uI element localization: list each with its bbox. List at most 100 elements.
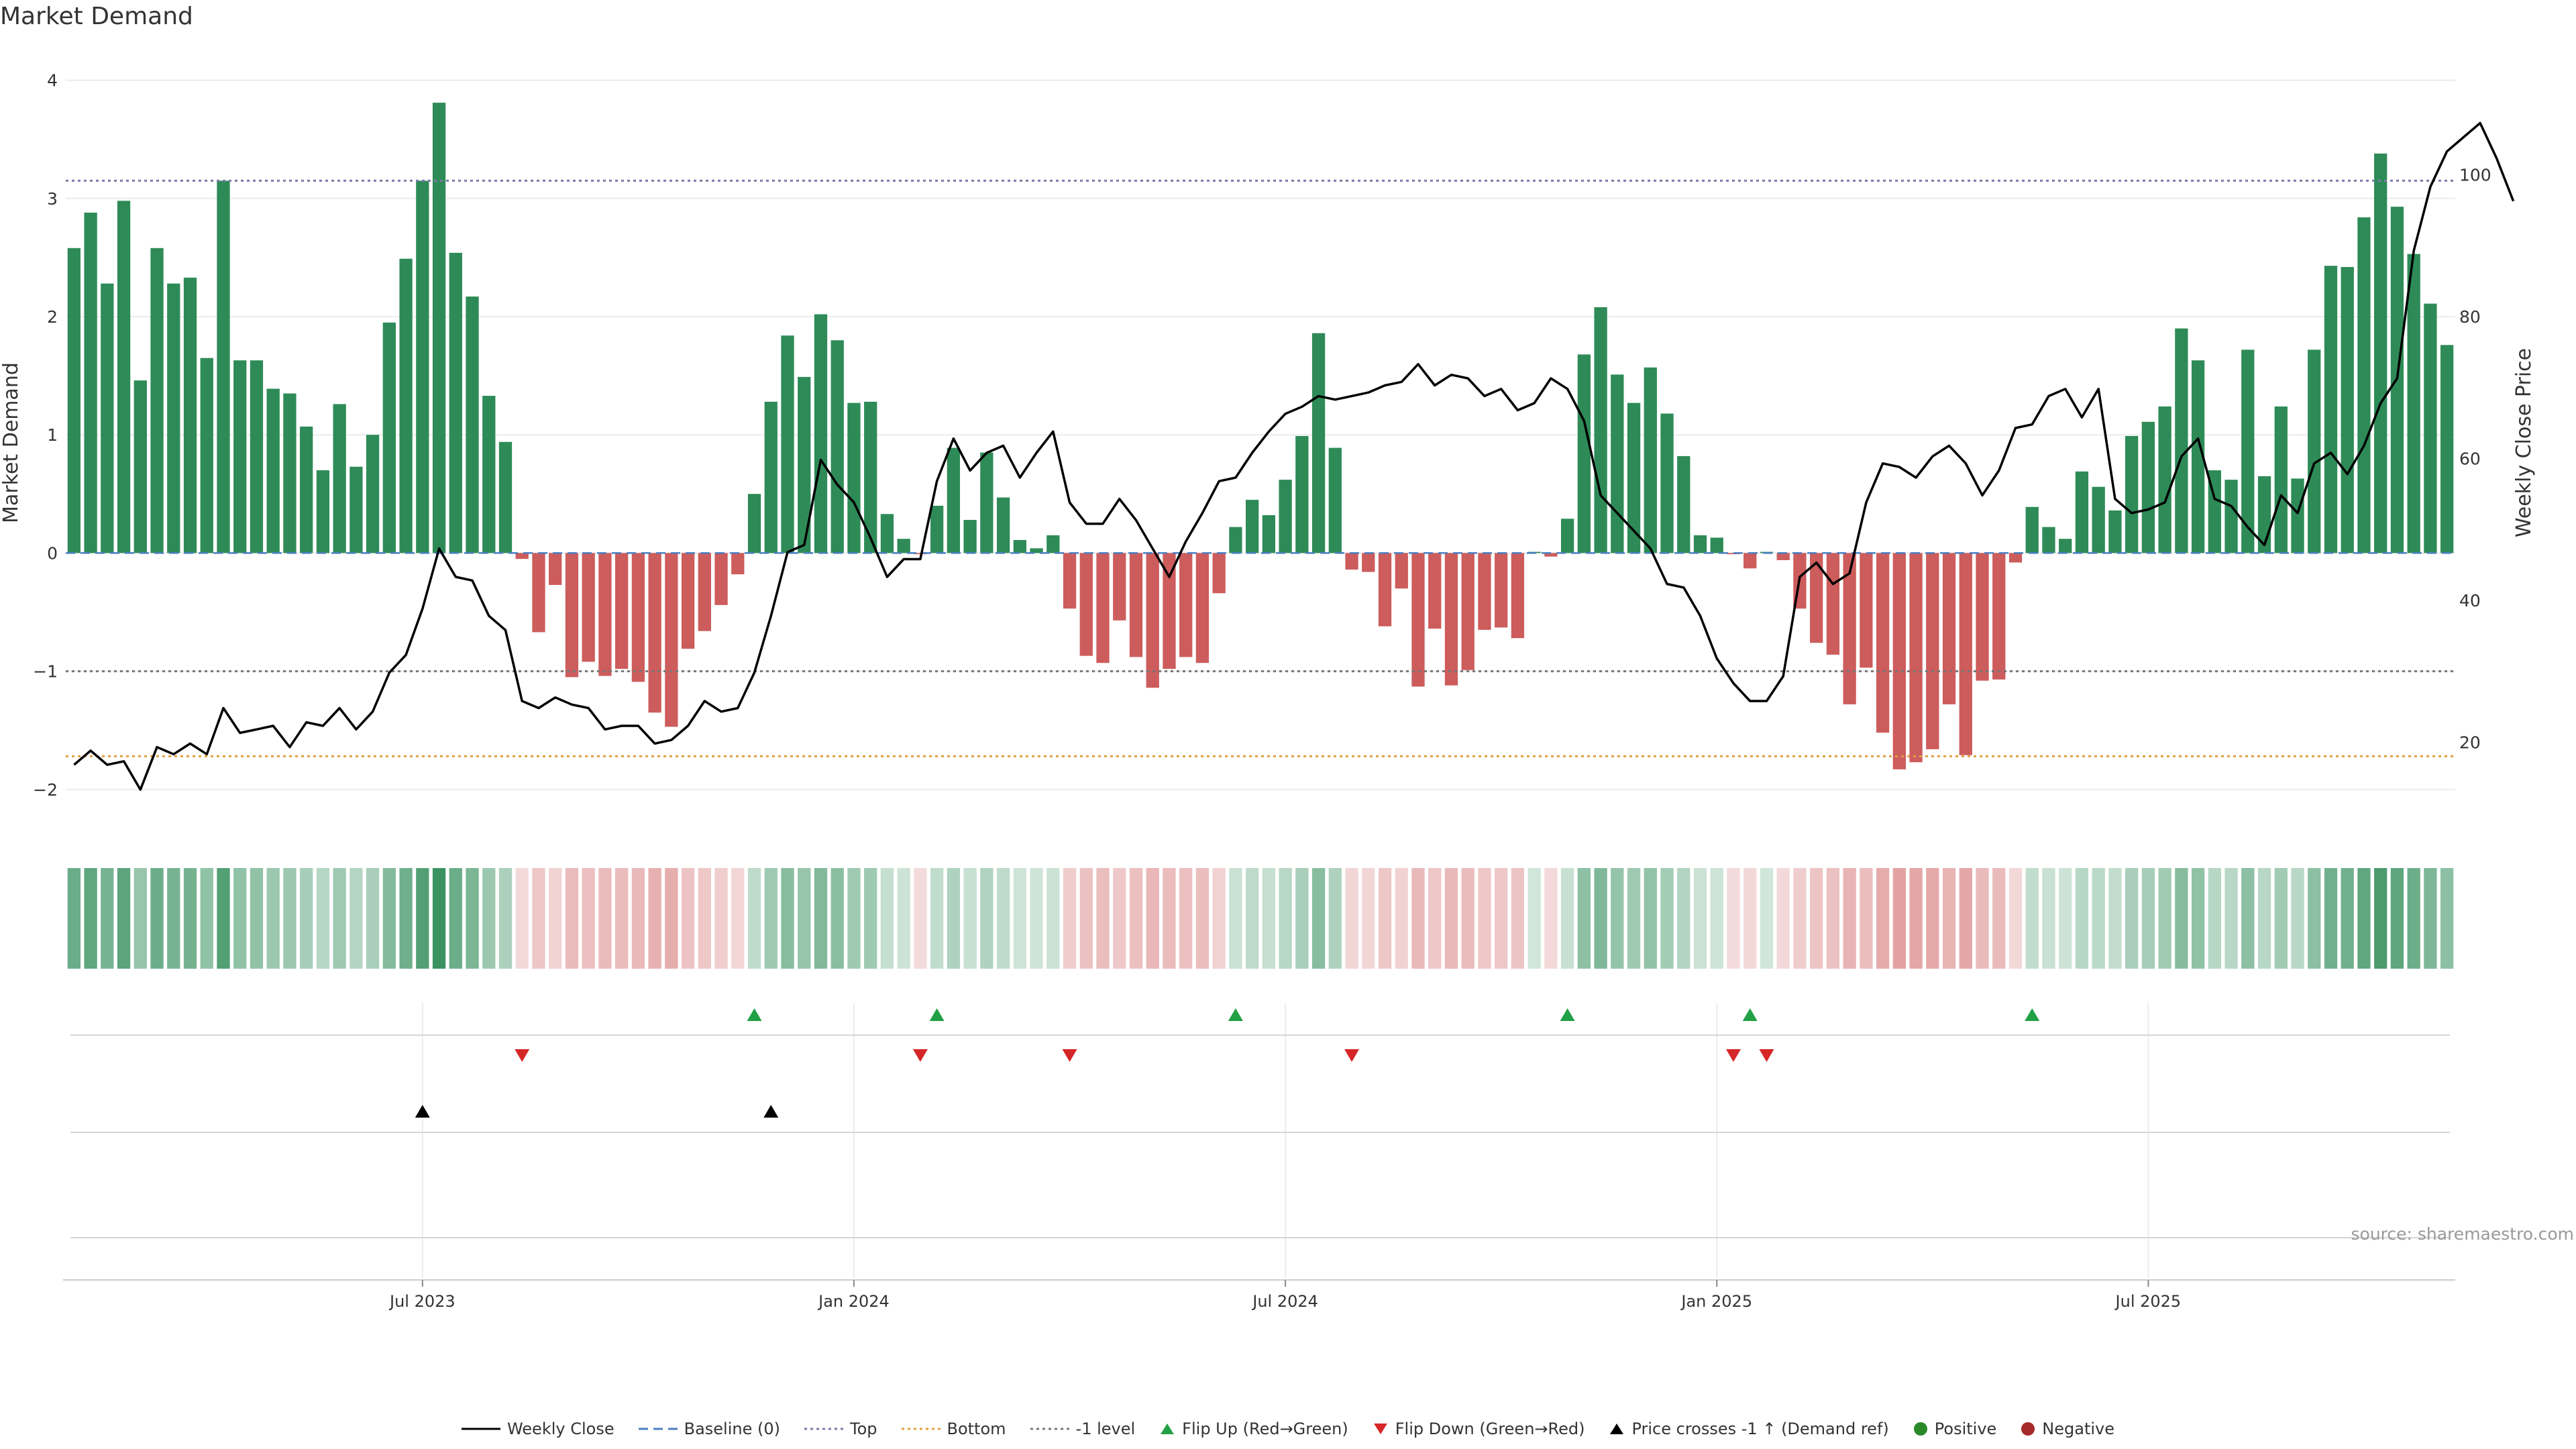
heat-strip-cell	[1195, 868, 1210, 969]
demand-bar	[366, 435, 380, 553]
demand-bar	[2125, 435, 2139, 553]
heat-strip-cell	[814, 868, 828, 969]
demand-bar	[532, 553, 545, 633]
demand-bar	[1876, 553, 1890, 733]
demand-bar	[980, 452, 994, 553]
heat-strip-cell	[133, 868, 147, 969]
flip-down-marker	[1759, 1049, 1774, 1062]
heat-strip-cell	[2440, 868, 2454, 969]
demand-bar	[300, 426, 313, 553]
y-tick-label: −2	[33, 780, 58, 800]
heat-strip-cell	[2175, 868, 2188, 969]
flip-up-marker	[1560, 1008, 1575, 1021]
demand-bar	[2092, 486, 2105, 553]
legend-item-minus1: -1 level	[1030, 1419, 1136, 1438]
heat-strip-cell	[2092, 868, 2105, 969]
demand-bar	[515, 553, 529, 559]
heat-strip-cell	[250, 868, 264, 969]
heat-strip-cell	[2108, 868, 2122, 969]
heat-strip-cell	[515, 868, 529, 969]
demand-bar	[1478, 553, 1491, 630]
demand-bar	[1511, 553, 1525, 639]
heat-strip-cell	[1046, 868, 1060, 969]
demand-bar	[382, 322, 396, 553]
demand-bar	[1826, 553, 1840, 655]
heat-strip-cell	[764, 868, 777, 969]
heat-strip-cell	[432, 868, 446, 969]
heat-strip-cell	[1577, 868, 1591, 969]
flip-down-marker	[1062, 1049, 1077, 1062]
heat-strip-cell	[930, 868, 944, 969]
heat-strip-cell	[1560, 868, 1574, 969]
legend-item-top: Top	[804, 1419, 877, 1438]
demand-bar	[1163, 553, 1176, 669]
demand-bar	[217, 180, 230, 553]
demand-bar	[1311, 333, 1326, 553]
flip-down-marker	[1725, 1049, 1741, 1062]
demand-bar	[183, 277, 197, 553]
heat-strip-cell	[1229, 868, 1242, 969]
demand-bar	[631, 553, 645, 682]
heat-strip-cell	[2357, 868, 2371, 969]
heat-strip-cell	[1411, 868, 1425, 969]
flip-up-marker	[2025, 1008, 2040, 1021]
legend-item-weekly-close: Weekly Close	[461, 1419, 614, 1438]
demand-bar	[1444, 553, 1458, 686]
demand-bar	[2341, 267, 2354, 553]
demand-bar	[798, 376, 811, 553]
heat-strip-cell	[2025, 868, 2039, 969]
heat-strip-cell	[1495, 868, 1508, 969]
demand-bar	[1577, 354, 1591, 553]
flip-down-marker	[912, 1049, 928, 1062]
heat-strip-cell	[283, 868, 297, 969]
heat-strip-cell	[350, 868, 363, 969]
x-tick-label: Jul 2023	[388, 1292, 455, 1311]
flip-down-marker	[1344, 1049, 1360, 1062]
heat-strip-cell	[366, 868, 380, 969]
heat-strip-cell	[300, 868, 313, 969]
heat-strip-cell	[914, 868, 927, 969]
demand-bar	[350, 466, 363, 553]
heat-strip-cell	[2324, 868, 2338, 969]
demand-bar	[2424, 303, 2437, 553]
heat-strip-cell	[183, 868, 197, 969]
y-tick-label: 0	[47, 543, 58, 563]
heat-strip-cell	[1611, 868, 1624, 969]
demand-bar	[2308, 350, 2321, 553]
heat-strip-cell	[1428, 868, 1442, 969]
demand-bar	[2141, 421, 2155, 553]
heat-strip-cell	[1279, 868, 1292, 969]
heat-strip-cell	[482, 868, 496, 969]
heat-strip-cell	[1760, 868, 1774, 969]
demand-bar	[1328, 447, 1342, 553]
demand-bar	[1279, 480, 1292, 553]
heat-strip-cell	[1511, 868, 1525, 969]
demand-bar	[1146, 553, 1159, 688]
legend-label: Bottom	[947, 1419, 1006, 1438]
demand-bar	[1229, 527, 1242, 553]
demand-bar	[1395, 553, 1408, 589]
demand-bar	[1860, 553, 1873, 668]
heat-strip-cell	[532, 868, 545, 969]
y2-tick-label: 100	[2459, 166, 2491, 185]
heat-strip-cell	[200, 868, 213, 969]
heat-strip-cell	[731, 868, 745, 969]
heat-strip-cell	[2291, 868, 2304, 969]
heat-strip-cell	[1909, 868, 1923, 969]
demand-bar	[1892, 553, 1906, 769]
legend-label: -1 level	[1075, 1419, 1136, 1438]
heat-strip-cell	[1743, 868, 1757, 969]
heat-strip-cell	[1063, 868, 1077, 969]
heat-strip-cell	[2274, 868, 2288, 969]
demand-bar	[1942, 553, 1956, 704]
heat-strip-cell	[1710, 868, 1723, 969]
x-tick-label: Jan 2024	[817, 1292, 890, 1311]
x-tick-label: Jul 2024	[1251, 1292, 1318, 1311]
legend-label: Flip Up (Red→Green)	[1182, 1419, 1348, 1438]
demand-bar	[1594, 307, 1607, 553]
demand-bar	[283, 393, 297, 553]
heat-strip-cell	[2224, 868, 2238, 969]
heat-strip-cell	[615, 868, 629, 969]
demand-bar	[2191, 360, 2205, 553]
